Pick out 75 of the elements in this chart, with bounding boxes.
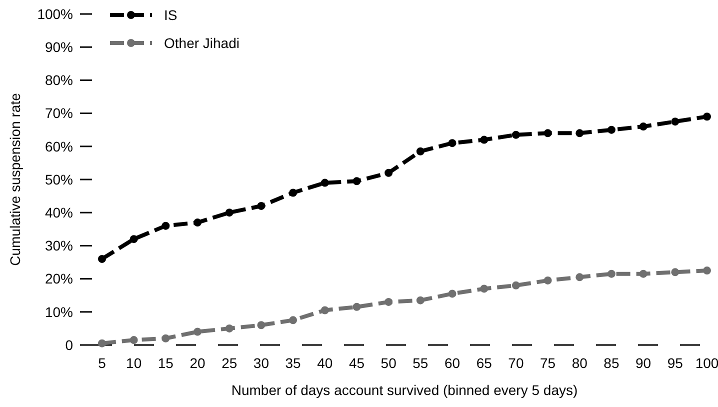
point	[512, 130, 520, 139]
x-tick-label: 60	[444, 355, 460, 371]
x-tick-label: 55	[412, 355, 428, 371]
point	[480, 284, 488, 293]
point	[384, 168, 393, 177]
point	[320, 178, 329, 187]
point	[289, 316, 298, 324]
point	[671, 268, 680, 276]
point	[162, 334, 170, 342]
point	[225, 208, 234, 217]
point	[448, 139, 456, 148]
y-tick-label: 70%	[44, 105, 73, 122]
point	[607, 270, 616, 278]
point	[576, 129, 584, 138]
point	[257, 202, 266, 210]
point	[194, 218, 202, 227]
x-tick-label: 75	[540, 355, 556, 371]
x-tick-label: 95	[667, 355, 684, 371]
x-tick-label: 35	[285, 355, 302, 371]
y-tick-label: 0	[65, 336, 74, 353]
point	[703, 112, 711, 121]
x-tick-label: 45	[348, 355, 365, 371]
x-tick-label: 85	[604, 355, 620, 371]
x-tick-label: 10	[126, 355, 142, 371]
legend-label: Other Jihadi	[164, 34, 240, 51]
point	[162, 222, 170, 230]
point	[544, 276, 552, 284]
point	[703, 266, 711, 275]
point	[130, 235, 138, 244]
point	[448, 290, 456, 298]
point	[352, 302, 361, 311]
point	[98, 254, 106, 263]
y-axis-title: Cumulative suspension rate	[7, 92, 23, 266]
x-tick-label: 5	[98, 355, 106, 371]
y-tick-label: 80%	[44, 72, 73, 88]
legend-label: IS	[164, 6, 178, 23]
point	[98, 339, 106, 348]
y-tick-label: 60%	[44, 138, 73, 154]
point	[384, 298, 393, 306]
x-axis-title: Number of days account survived (binned every 5 days)	[231, 382, 578, 398]
point	[576, 273, 584, 282]
x-tick-label: 15	[158, 355, 174, 371]
x-tick-label: 80	[572, 355, 588, 371]
x-tick-label: 25	[222, 355, 238, 371]
y-tick-label: 20%	[44, 270, 73, 287]
x-tick-label: 65	[476, 355, 492, 371]
point	[257, 321, 266, 330]
point	[607, 126, 616, 134]
point	[194, 328, 202, 336]
point	[480, 136, 488, 144]
x-tick-label: 90	[636, 355, 652, 371]
y-tick-label: 90%	[44, 39, 73, 55]
x-tick-label: 20	[190, 355, 206, 371]
point	[639, 270, 648, 278]
y-tick-label: 30%	[44, 238, 73, 254]
point	[320, 306, 329, 314]
point	[352, 177, 361, 186]
y-tick-label: 100%	[37, 6, 73, 22]
point	[416, 147, 424, 156]
x-tick-label: 30	[253, 355, 270, 371]
point	[671, 118, 680, 126]
x-tick-label: 100	[695, 355, 718, 371]
point	[289, 188, 298, 197]
point	[130, 336, 138, 344]
x-tick-label: 40	[317, 355, 333, 371]
point	[512, 281, 520, 290]
y-tick-label: 40%	[44, 204, 73, 220]
point	[416, 296, 424, 304]
x-tick-label: 50	[380, 355, 397, 371]
point	[639, 122, 648, 131]
x-tick-label: 70	[508, 355, 524, 371]
point	[544, 129, 552, 138]
point	[225, 324, 234, 332]
y-tick-label: 50%	[44, 171, 73, 188]
y-tick-label: 10%	[44, 304, 73, 320]
